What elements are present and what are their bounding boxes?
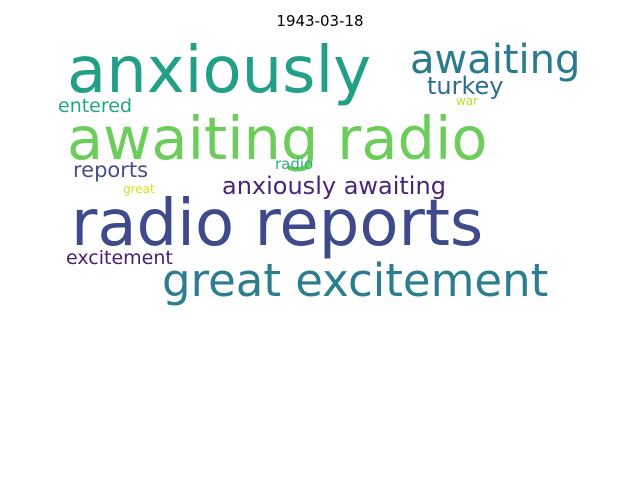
word-great-excitement: great excitement	[162, 254, 549, 307]
word-radio: radio	[275, 155, 314, 173]
figure-title: 1943-03-18	[276, 12, 364, 30]
word-war: war	[456, 94, 479, 108]
word-awaiting-radio: awaiting radio	[67, 104, 488, 173]
word-anxiously-awaiting: anxiously awaiting	[222, 172, 446, 200]
word-great-small: great	[123, 182, 155, 196]
word-reports: reports	[73, 158, 149, 182]
word-cloud: anxiously awaiting turkey war entered aw…	[58, 34, 600, 303]
word-radio-reports: radio reports	[71, 187, 484, 261]
word-anxiously: anxiously	[67, 34, 372, 108]
word-excitement: excitement	[66, 247, 173, 269]
word-awaiting: awaiting	[410, 37, 581, 83]
word-entered: entered	[58, 95, 133, 117]
word-turkey: turkey	[427, 72, 504, 100]
